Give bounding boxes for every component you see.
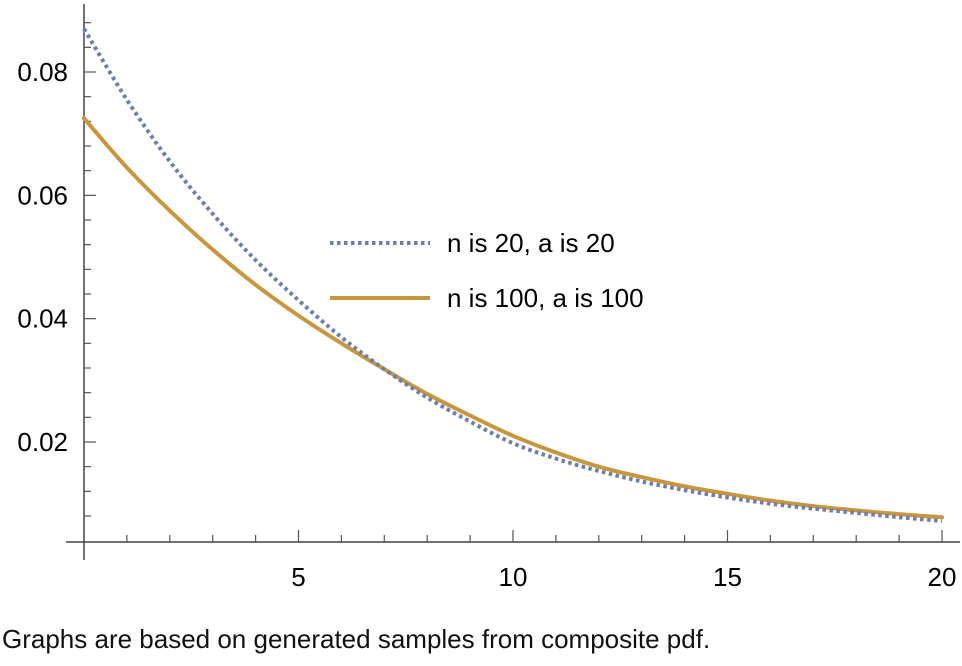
series-line-1 — [82, 27, 943, 523]
legend-label-2: n is 100, a is 100 — [447, 283, 644, 313]
legend-label-1: n is 20, a is 20 — [447, 228, 615, 258]
x-tick-label: 20 — [928, 562, 957, 592]
series-line-2 — [82, 116, 944, 520]
y-tick-label: 0.02 — [17, 427, 68, 457]
x-tick-label: 15 — [713, 562, 742, 592]
y-tick-label: 0.08 — [17, 57, 68, 87]
series-layer — [82, 27, 944, 523]
y-tick-label: 0.06 — [17, 180, 68, 210]
axes: 5 10 15 20 0.02 0.04 0.06 0.08 — [17, 4, 960, 592]
x-tick-label: 10 — [499, 562, 528, 592]
y-tick-label: 0.04 — [17, 304, 68, 334]
legend: n is 20, a is 20 n is 100, a is 100 — [330, 228, 644, 313]
chart: 5 10 15 20 0.02 0.04 0.06 0.08 n is 20, a is 20… — [17, 4, 960, 592]
chart-caption: Graphs are based on generated samples fr… — [2, 624, 711, 654]
x-tick-label: 5 — [291, 562, 305, 592]
